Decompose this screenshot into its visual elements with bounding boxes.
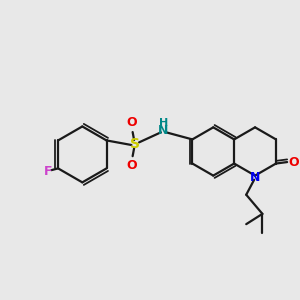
Text: S: S <box>130 137 140 151</box>
Text: H: H <box>159 118 168 128</box>
Text: O: O <box>126 116 137 129</box>
Text: N: N <box>158 124 168 137</box>
Text: F: F <box>44 165 52 178</box>
Text: O: O <box>126 159 137 172</box>
Text: N: N <box>250 171 260 184</box>
Text: O: O <box>288 156 299 169</box>
